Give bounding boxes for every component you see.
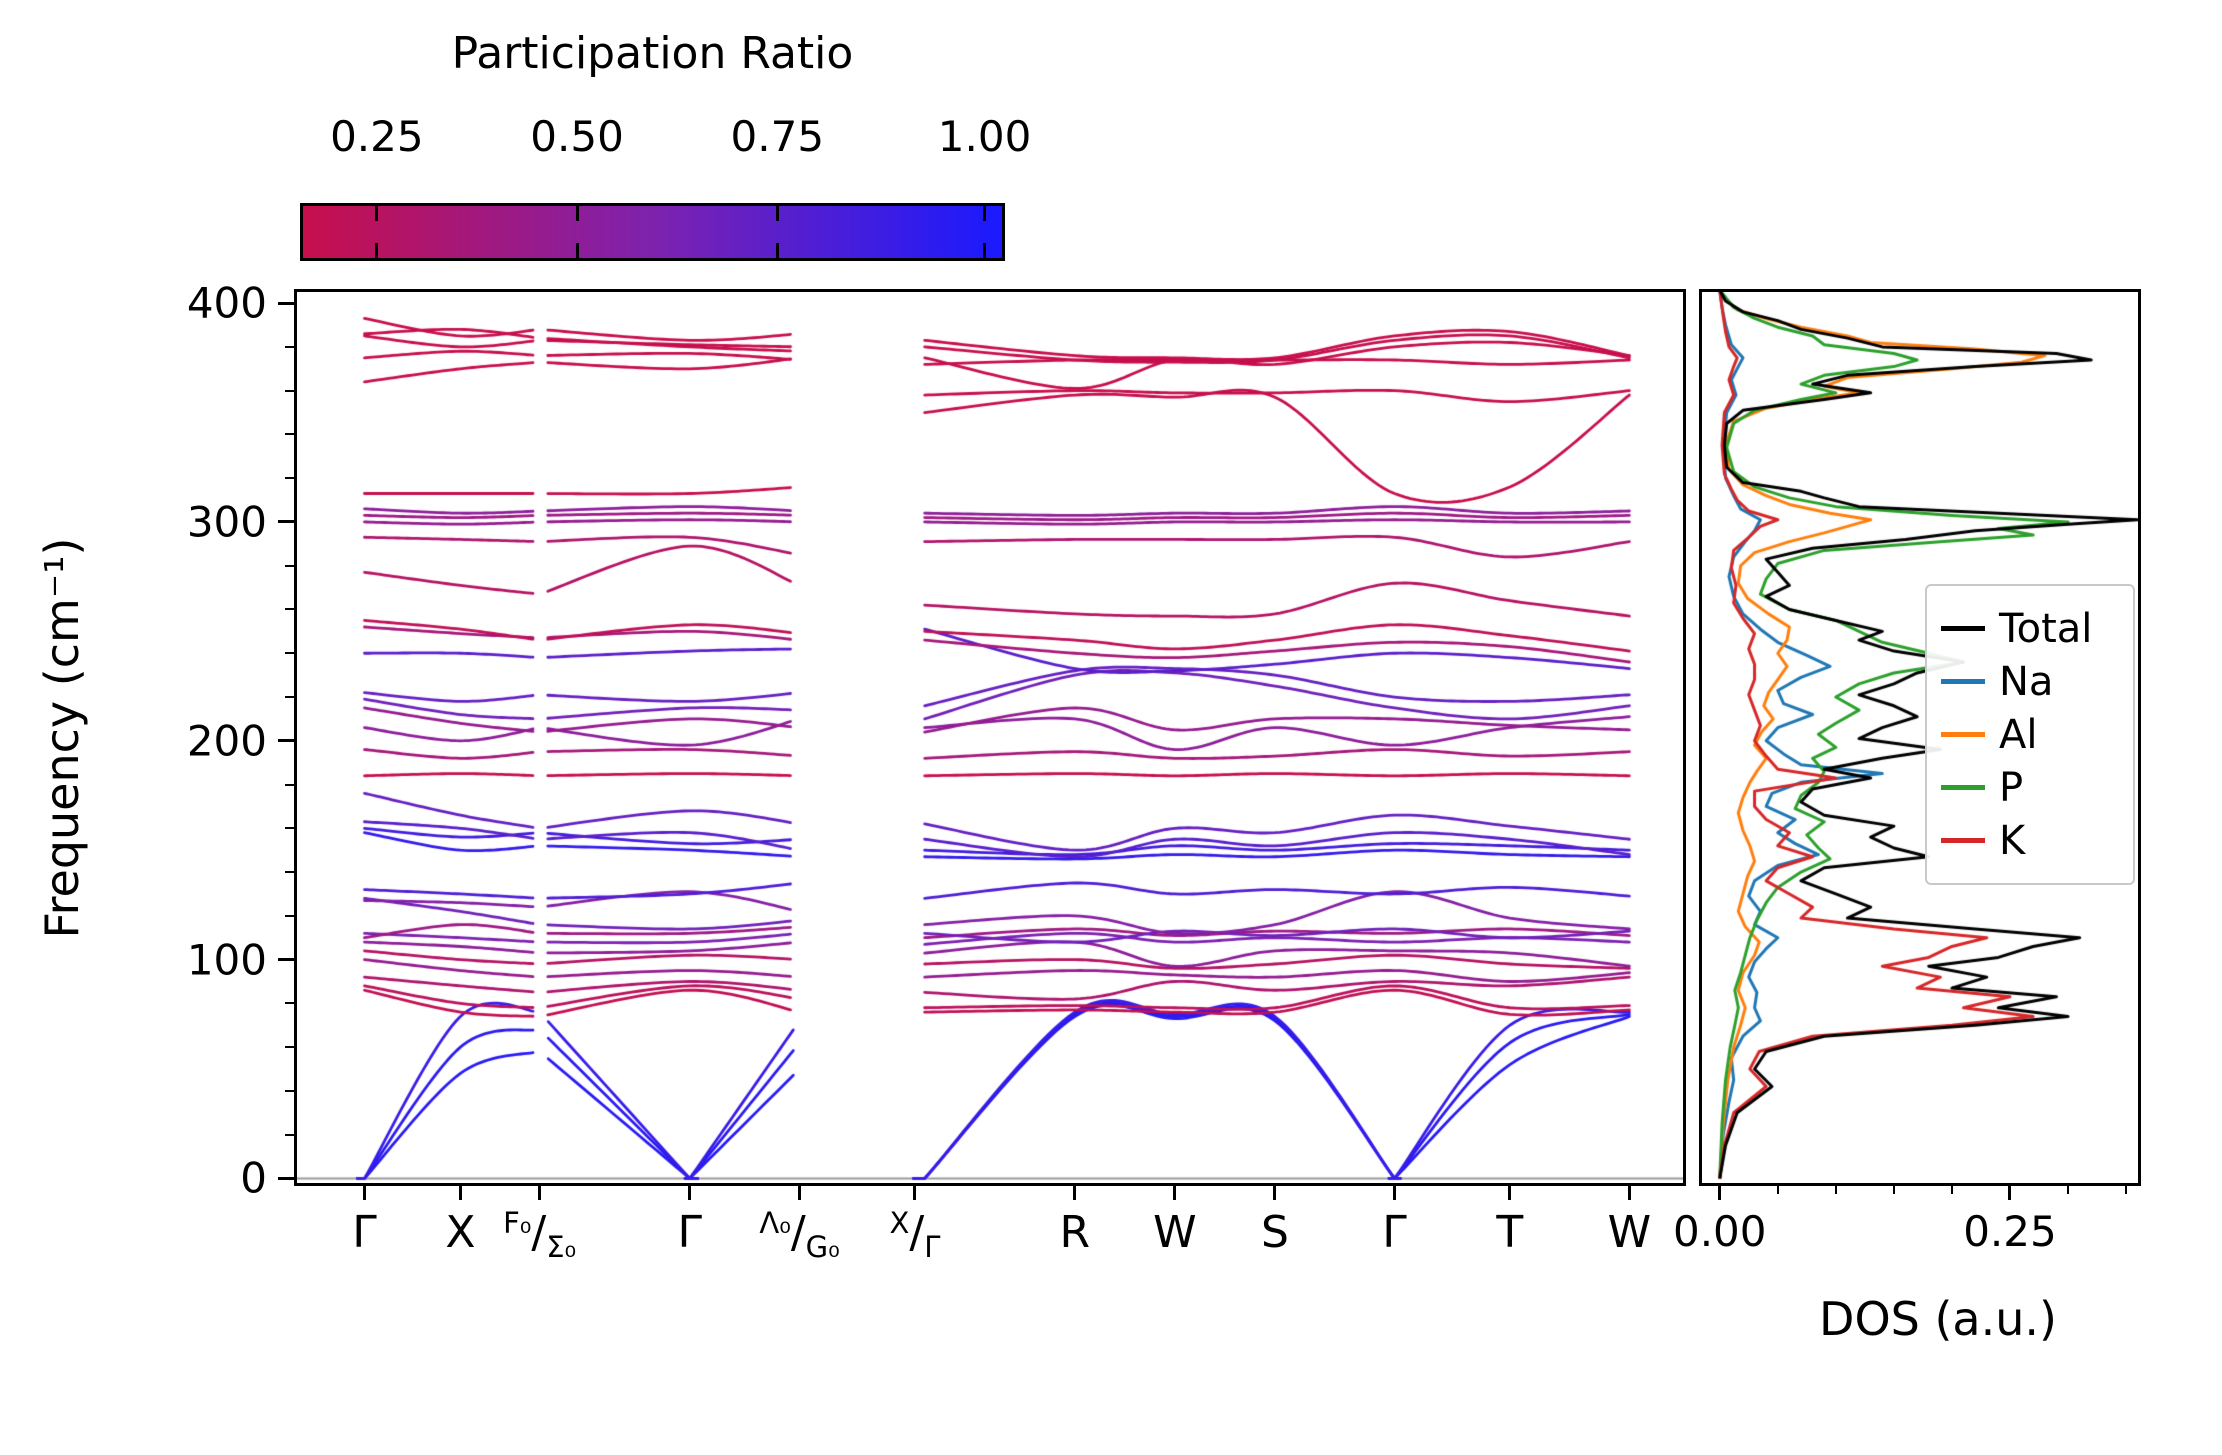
legend-entry-total: Total <box>1941 602 2119 655</box>
kpoint-tick <box>798 1185 802 1200</box>
kpoint-label: Γ <box>677 1207 703 1258</box>
dos-x-minor-tick <box>2125 1185 2128 1194</box>
kpoint-label: Γ <box>1382 1207 1407 1258</box>
legend-label: K <box>1999 817 2026 864</box>
y-axis-minor-tick <box>285 871 295 874</box>
kpoint-tick <box>458 1185 462 1200</box>
colorbar-tick <box>775 243 779 258</box>
y-axis-minor-tick <box>285 914 295 917</box>
dos-x-tick <box>2008 1185 2012 1200</box>
legend-label: Al <box>1999 711 2038 758</box>
kpoint-label: X/Γ <box>889 1206 941 1264</box>
kpoint-tick <box>1073 1185 1077 1200</box>
kpoint-label: W <box>1153 1207 1197 1258</box>
y-tick-label: 200 <box>186 716 267 766</box>
y-axis-minor-tick <box>285 608 295 611</box>
y-axis-tick <box>278 958 295 962</box>
legend-label: P <box>1999 764 2024 811</box>
frequency-axis-label: Frequency (cm⁻¹) <box>35 537 89 939</box>
legend-line-swatch <box>1941 785 1985 790</box>
dos-x-tick-label: 0.25 <box>1963 1207 2057 1256</box>
colorbar-tick-label: 0.25 <box>330 112 424 161</box>
legend-entry-k: K <box>1941 814 2119 867</box>
kpoint-label: F₀/Σ₀ <box>503 1206 577 1264</box>
legend-entry-p: P <box>1941 761 2119 814</box>
dos-legend: Total Na Al P K <box>1925 584 2135 885</box>
kpoint-tick <box>1273 1185 1277 1200</box>
kpoint-tick <box>1392 1185 1396 1200</box>
dos-axis-label: DOS (a.u.) <box>1819 1292 2057 1346</box>
dos-x-tick <box>1718 1185 1722 1200</box>
kpoint-label: Γ <box>352 1207 377 1258</box>
colorbar-tick <box>983 243 987 258</box>
dos-x-minor-tick <box>1776 1185 1779 1194</box>
y-axis-minor-tick <box>285 433 295 436</box>
colorbar-tick <box>575 243 579 258</box>
kpoint-tick <box>1173 1185 1177 1200</box>
y-axis-minor-tick <box>285 1002 295 1005</box>
kpoint-label: Λ₀/G₀ <box>759 1206 840 1264</box>
y-axis-minor-tick <box>285 477 295 480</box>
y-axis-minor-tick <box>285 389 295 392</box>
kpoint-tick <box>1627 1185 1631 1200</box>
kpoint-label: S <box>1260 1207 1289 1258</box>
dos-x-minor-tick <box>1892 1185 1895 1194</box>
dos-x-minor-tick <box>1950 1185 1953 1194</box>
y-axis-minor-tick <box>285 827 295 830</box>
y-axis-minor-tick <box>285 652 295 655</box>
y-axis-minor-tick <box>285 564 295 567</box>
y-axis-tick <box>278 520 295 524</box>
y-tick-label: 0 <box>240 1153 267 1203</box>
y-axis-minor-tick <box>285 1133 295 1136</box>
colorbar-tick <box>375 243 379 258</box>
legend-line-swatch <box>1941 626 1985 631</box>
legend-line-swatch <box>1941 732 1985 737</box>
legend-label: Total <box>1999 605 2093 652</box>
kpoint-label: R <box>1059 1207 1091 1258</box>
y-axis-tick <box>278 1176 295 1180</box>
y-axis-minor-tick <box>285 696 295 699</box>
legend-entry-na: Na <box>1941 655 2119 708</box>
band-structure-canvas <box>295 290 1685 1185</box>
y-axis-minor-tick <box>285 1089 295 1092</box>
y-tick-label: 300 <box>186 497 267 547</box>
colorbar-tick <box>375 206 379 221</box>
kpoint-tick <box>913 1185 917 1200</box>
colorbar-tick <box>575 206 579 221</box>
colorbar-tick <box>983 206 987 221</box>
legend-entry-al: Al <box>1941 708 2119 761</box>
y-axis-minor-tick <box>285 1046 295 1049</box>
y-axis-minor-tick <box>285 345 295 348</box>
colorbar-gradient <box>300 203 1005 261</box>
dos-x-minor-tick <box>2067 1185 2070 1194</box>
kpoint-tick <box>1508 1185 1512 1200</box>
legend-line-swatch <box>1941 838 1985 843</box>
colorbar-tick <box>775 206 779 221</box>
y-axis-minor-tick <box>285 783 295 786</box>
kpoint-label: T <box>1496 1207 1524 1258</box>
y-axis-tick <box>278 301 295 305</box>
kpoint-tick <box>538 1185 542 1200</box>
colorbar-tick-label: 0.50 <box>530 112 624 161</box>
kpoint-tick <box>363 1185 366 1200</box>
dos-x-tick-label: 0.00 <box>1672 1207 1767 1256</box>
colorbar-tick-label: 0.75 <box>730 112 825 161</box>
dos-x-minor-tick <box>1834 1185 1837 1194</box>
kpoint-label: X <box>445 1207 476 1258</box>
colorbar-tick-label: 1.00 <box>937 112 1032 161</box>
y-axis-tick <box>278 739 295 743</box>
y-tick-label: 400 <box>186 278 267 328</box>
legend-label: Na <box>1999 658 2054 705</box>
legend-line-swatch <box>1941 679 1985 684</box>
colorbar-title: Participation Ratio <box>451 28 854 79</box>
kpoint-label: W <box>1607 1207 1652 1258</box>
kpoint-tick <box>688 1185 692 1200</box>
y-tick-label: 100 <box>186 935 267 985</box>
